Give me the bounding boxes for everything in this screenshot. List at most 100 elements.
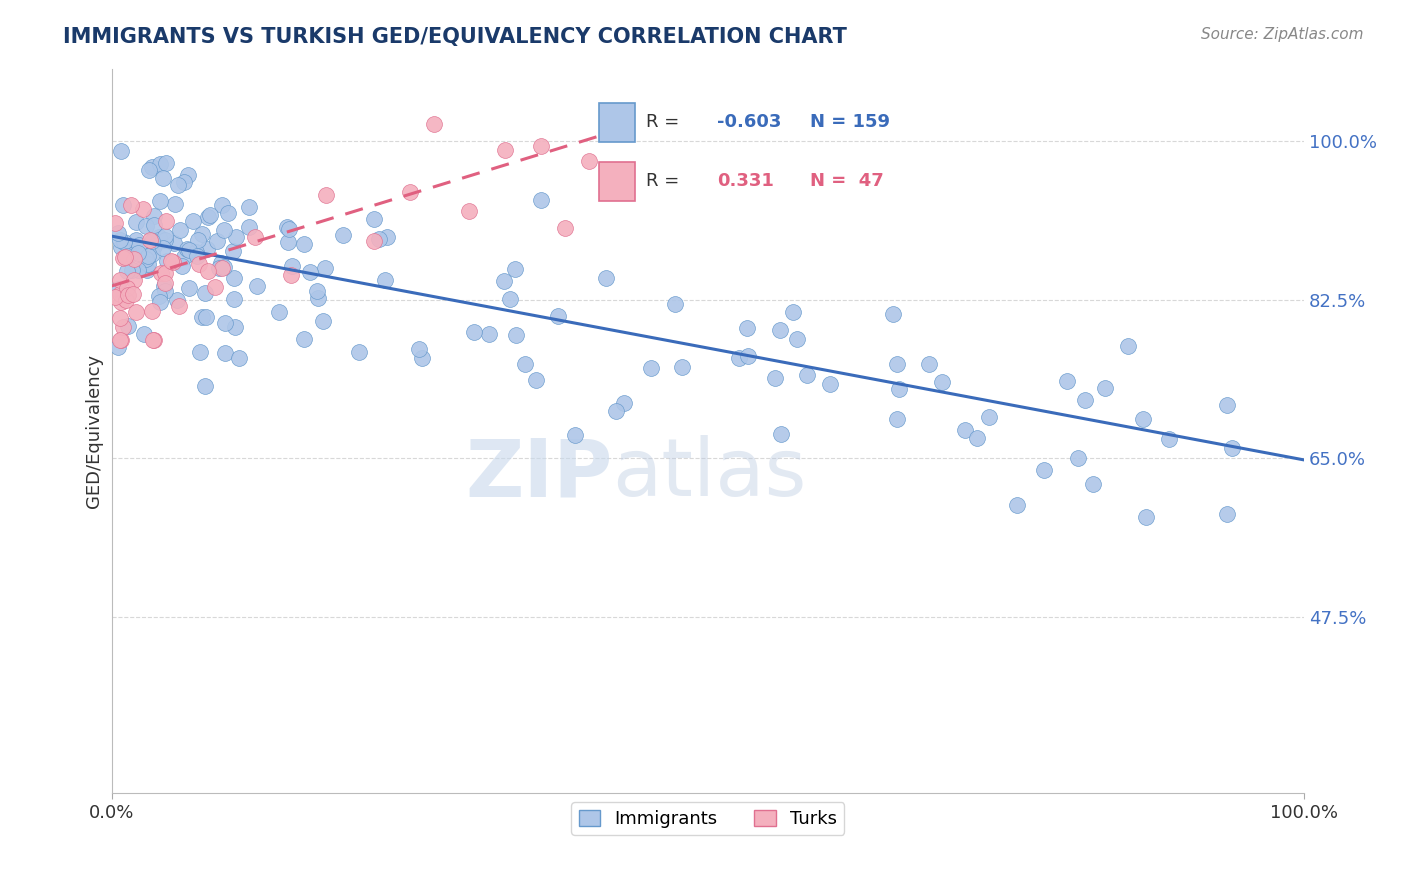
- Point: [142, 210, 165, 224]
- Point: [530, 193, 553, 207]
- Point: [1083, 476, 1105, 491]
- Point: [503, 262, 526, 277]
- Point: [152, 241, 174, 255]
- Point: [115, 281, 138, 295]
- Point: [163, 196, 186, 211]
- Point: [786, 332, 808, 346]
- Point: [1116, 339, 1139, 353]
- Point: [1222, 441, 1244, 455]
- Point: [112, 251, 135, 265]
- Point: [408, 342, 430, 356]
- Point: [194, 285, 217, 300]
- Point: [664, 297, 686, 311]
- Text: atlas: atlas: [613, 435, 807, 514]
- Legend: Immigrants, Turks: Immigrants, Turks: [571, 802, 845, 835]
- Point: [179, 243, 201, 257]
- Point: [276, 219, 298, 234]
- Point: [243, 230, 266, 244]
- Point: [125, 233, 148, 247]
- Point: [148, 289, 170, 303]
- Point: [142, 334, 165, 348]
- Point: [578, 153, 600, 168]
- Point: [818, 376, 841, 391]
- Point: [195, 243, 218, 257]
- Point: [307, 291, 329, 305]
- Point: [373, 273, 395, 287]
- Point: [188, 344, 211, 359]
- Point: [763, 371, 786, 385]
- Point: [139, 233, 162, 247]
- Point: [127, 263, 149, 277]
- Point: [104, 216, 127, 230]
- Point: [1216, 507, 1239, 521]
- Point: [153, 229, 176, 244]
- Point: [156, 253, 179, 268]
- Point: [110, 145, 132, 159]
- Point: [224, 319, 246, 334]
- Point: [499, 292, 522, 306]
- Point: [135, 219, 157, 234]
- Point: [398, 185, 420, 199]
- Point: [108, 286, 131, 301]
- Point: [299, 265, 322, 279]
- Point: [918, 357, 941, 371]
- Point: [153, 279, 176, 293]
- Point: [141, 160, 163, 174]
- Point: [128, 238, 150, 252]
- Point: [124, 273, 146, 287]
- Point: [214, 317, 236, 331]
- Point: [547, 309, 569, 323]
- Point: [187, 257, 209, 271]
- Point: [142, 218, 165, 232]
- Point: [121, 262, 143, 277]
- Point: [115, 293, 138, 307]
- Point: [125, 215, 148, 229]
- Point: [114, 250, 136, 264]
- Point: [238, 200, 260, 214]
- Point: [222, 244, 245, 258]
- Point: [332, 228, 354, 243]
- Point: [136, 263, 159, 277]
- Point: [108, 273, 131, 287]
- Point: [152, 171, 174, 186]
- Point: [155, 266, 177, 280]
- Point: [149, 295, 172, 310]
- Point: [524, 373, 547, 387]
- Point: [112, 198, 135, 212]
- Point: [769, 323, 792, 337]
- Point: [277, 235, 299, 250]
- Point: [125, 305, 148, 319]
- Point: [110, 294, 132, 309]
- Point: [148, 230, 170, 244]
- Point: [1056, 374, 1078, 388]
- Point: [363, 234, 385, 248]
- Point: [977, 409, 1000, 424]
- Point: [931, 375, 953, 389]
- Text: ZIP: ZIP: [465, 435, 613, 514]
- Point: [208, 261, 231, 276]
- Point: [120, 244, 142, 259]
- Point: [110, 334, 132, 348]
- Point: [211, 198, 233, 212]
- Point: [191, 310, 214, 324]
- Point: [530, 139, 553, 153]
- Point: [136, 249, 159, 263]
- Point: [155, 213, 177, 227]
- Point: [737, 349, 759, 363]
- Point: [143, 334, 166, 348]
- Text: IMMIGRANTS VS TURKISH GED/EQUIVALENCY CORRELATION CHART: IMMIGRANTS VS TURKISH GED/EQUIVALENCY CO…: [63, 27, 848, 46]
- Point: [1094, 381, 1116, 395]
- Point: [886, 357, 908, 371]
- Y-axis label: GED/Equivalency: GED/Equivalency: [86, 354, 103, 508]
- Point: [167, 178, 190, 193]
- Point: [132, 327, 155, 342]
- Point: [363, 212, 385, 227]
- Point: [173, 250, 195, 264]
- Point: [212, 223, 235, 237]
- Point: [222, 293, 245, 307]
- Point: [513, 357, 536, 371]
- Point: [205, 234, 228, 248]
- Point: [134, 251, 156, 265]
- Point: [108, 311, 131, 326]
- Point: [190, 227, 212, 242]
